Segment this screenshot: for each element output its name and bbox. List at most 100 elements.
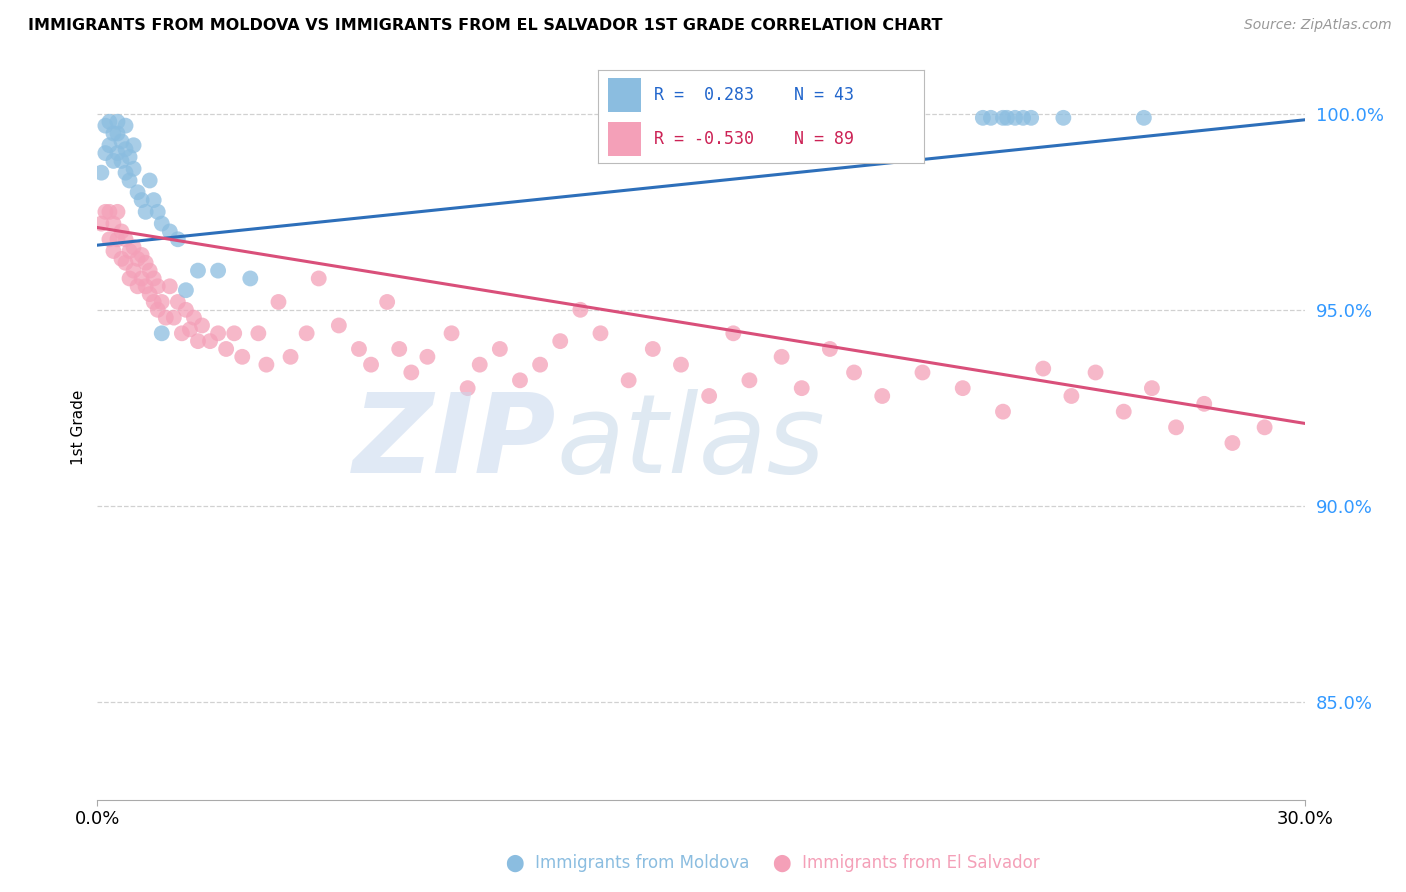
Point: [150, 326, 173, 341]
Point: [142, 193, 165, 207]
Point: [280, 350, 302, 364]
Point: [328, 318, 350, 333]
Point: [103, 244, 125, 258]
Point: [1084, 366, 1107, 380]
Point: [114, 256, 136, 270]
Point: [589, 326, 612, 341]
Point: [669, 358, 692, 372]
Point: [347, 342, 370, 356]
Point: [440, 326, 463, 341]
Point: [170, 326, 193, 341]
Point: [790, 381, 813, 395]
Point: [818, 342, 841, 356]
Point: [159, 224, 181, 238]
Point: [295, 326, 318, 341]
Point: [187, 334, 209, 348]
Point: [146, 279, 169, 293]
Point: [138, 287, 160, 301]
Point: [1019, 111, 1042, 125]
Point: [617, 373, 640, 387]
Point: [1222, 436, 1244, 450]
Point: [103, 217, 125, 231]
Point: [995, 111, 1018, 125]
Point: [1060, 389, 1083, 403]
Point: [94, 205, 117, 219]
Point: [135, 205, 157, 219]
Point: [548, 334, 571, 348]
Point: [127, 186, 149, 200]
Point: [174, 283, 197, 297]
Point: [457, 381, 479, 395]
Point: [1253, 420, 1275, 434]
Point: [107, 146, 129, 161]
Point: [980, 111, 1002, 125]
Point: [122, 161, 145, 176]
Point: [107, 114, 129, 128]
Point: [155, 310, 177, 325]
Point: [416, 350, 439, 364]
Point: [375, 295, 398, 310]
Point: [127, 252, 149, 266]
Point: [697, 389, 720, 403]
Point: [150, 295, 173, 310]
Point: [388, 342, 411, 356]
Point: [224, 326, 246, 341]
Point: [239, 271, 262, 285]
Point: [118, 271, 141, 285]
Point: [360, 358, 382, 372]
Point: [122, 263, 145, 277]
Point: [94, 119, 117, 133]
Point: [1140, 381, 1163, 395]
Point: [114, 119, 136, 133]
Point: [231, 350, 253, 364]
Point: [247, 326, 270, 341]
Point: [98, 138, 121, 153]
Point: [770, 350, 793, 364]
Point: [489, 342, 512, 356]
Point: [198, 334, 221, 348]
Point: [118, 173, 141, 187]
Point: [110, 153, 132, 168]
Point: [174, 302, 197, 317]
Point: [207, 263, 229, 277]
Point: [127, 279, 149, 293]
Point: [401, 366, 423, 380]
Text: Source: ZipAtlas.com: Source: ZipAtlas.com: [1244, 18, 1392, 32]
Point: [131, 248, 153, 262]
Point: [911, 366, 934, 380]
Point: [183, 310, 205, 325]
Point: [1012, 111, 1035, 125]
Point: [191, 318, 214, 333]
Point: [468, 358, 491, 372]
Point: [842, 366, 865, 380]
Point: [723, 326, 745, 341]
Point: [114, 142, 136, 156]
Point: [308, 271, 330, 285]
Point: [569, 302, 592, 317]
Point: [738, 373, 761, 387]
Point: [107, 232, 129, 246]
Point: [1164, 420, 1187, 434]
Point: [103, 127, 125, 141]
Point: [122, 240, 145, 254]
Point: [146, 302, 169, 317]
Point: [1192, 397, 1215, 411]
Point: [952, 381, 974, 395]
Point: [110, 134, 132, 148]
Point: [146, 205, 169, 219]
Text: IMMIGRANTS FROM MOLDOVA VS IMMIGRANTS FROM EL SALVADOR 1ST GRADE CORRELATION CHA: IMMIGRANTS FROM MOLDOVA VS IMMIGRANTS FR…: [28, 18, 942, 33]
Point: [187, 263, 209, 277]
Text: ZIP: ZIP: [353, 389, 557, 496]
Point: [131, 193, 153, 207]
Point: [215, 342, 238, 356]
Point: [122, 138, 145, 153]
Point: [166, 295, 188, 310]
Point: [142, 295, 165, 310]
Point: [98, 232, 121, 246]
Point: [730, 111, 752, 125]
Point: [98, 205, 121, 219]
Point: [142, 271, 165, 285]
Point: [870, 389, 893, 403]
Text: atlas: atlas: [557, 389, 825, 496]
Point: [267, 295, 290, 310]
